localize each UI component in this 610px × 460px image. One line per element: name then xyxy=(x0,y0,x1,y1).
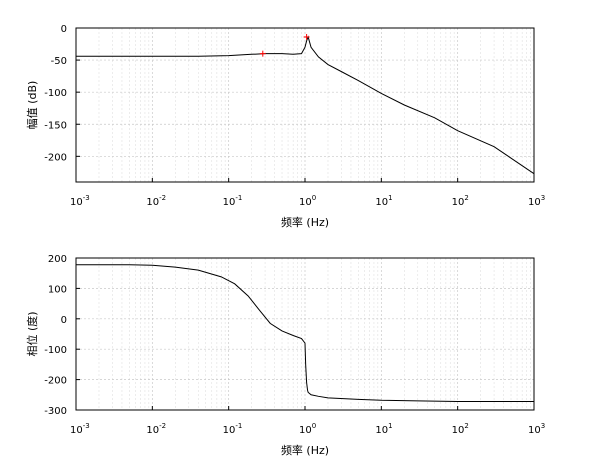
plot-frame xyxy=(75,27,535,183)
y-tick-label: -100 xyxy=(44,345,67,356)
x-tick-label: 10-2 xyxy=(146,194,166,208)
y-tick-label: -100 xyxy=(44,88,67,99)
y-tick-label: 0 xyxy=(61,24,67,35)
magnitude-plot: 10-3 10-2 10-1 100 101 102 103 0 -50 -100 -150 -200… xyxy=(26,24,545,229)
x-tick-label: 103 xyxy=(528,422,545,436)
x-tick-label: 100 xyxy=(299,194,316,208)
data-marker xyxy=(259,50,266,57)
y-tick-label: -150 xyxy=(44,120,67,131)
x-tick-label: 10-3 xyxy=(70,422,90,436)
plot-frame xyxy=(75,257,535,411)
y-tick-label: 100 xyxy=(48,284,67,295)
x-axis-label: 频率 (Hz) xyxy=(281,443,329,457)
y-tick-label: -50 xyxy=(51,56,67,67)
x-tick-label: 103 xyxy=(528,194,545,208)
y-tick-label: -200 xyxy=(44,152,67,163)
x-tick-label: 10-3 xyxy=(70,194,90,208)
x-tick-label: 10-1 xyxy=(223,422,243,436)
y-tick-label: 0 xyxy=(61,315,67,326)
y-axis-label: 幅值 (dB) xyxy=(26,81,39,130)
y-tick-label: -200 xyxy=(44,376,67,387)
x-tick-label: 102 xyxy=(452,194,469,208)
series-line xyxy=(76,264,534,402)
x-tick-label: 10-1 xyxy=(223,194,243,208)
y-axis-label: 相位 (度) xyxy=(25,311,39,356)
x-tick-label: 101 xyxy=(375,194,392,208)
x-tick-label: 100 xyxy=(299,422,316,436)
y-tick-label: 200 xyxy=(48,254,67,265)
x-tick-label: 101 xyxy=(375,422,392,436)
phase-plot: 10-3 10-2 10-1 100 101 102 103 200 100 0 -100 -200 -… xyxy=(25,254,545,457)
x-tick-label: 102 xyxy=(452,422,469,436)
x-tick-label: 10-2 xyxy=(146,422,166,436)
y-tick-label: -300 xyxy=(44,406,67,417)
data-marker xyxy=(303,33,310,40)
x-axis-label: 频率 (Hz) xyxy=(281,215,329,229)
